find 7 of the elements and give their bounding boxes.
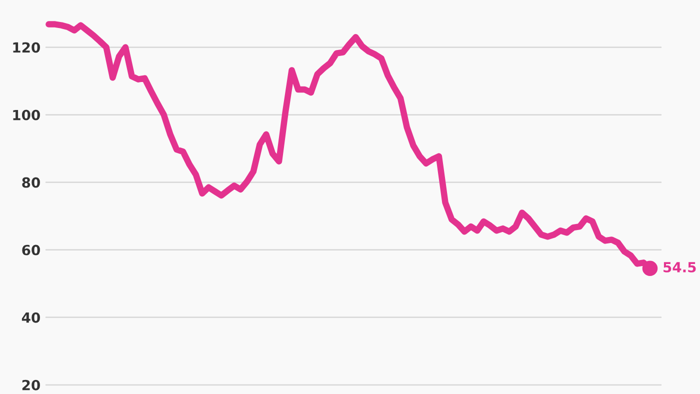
data-label: 54.5 [664,262,696,272]
y-tick-label: 120 [13,42,40,53]
y-tick-label: 40 [22,312,40,323]
y-tick-label: 20 [22,380,40,390]
y-tick-label: 100 [13,110,40,120]
y-tick-label: 80 [22,177,40,188]
y-tick-label: 60 [22,244,40,256]
